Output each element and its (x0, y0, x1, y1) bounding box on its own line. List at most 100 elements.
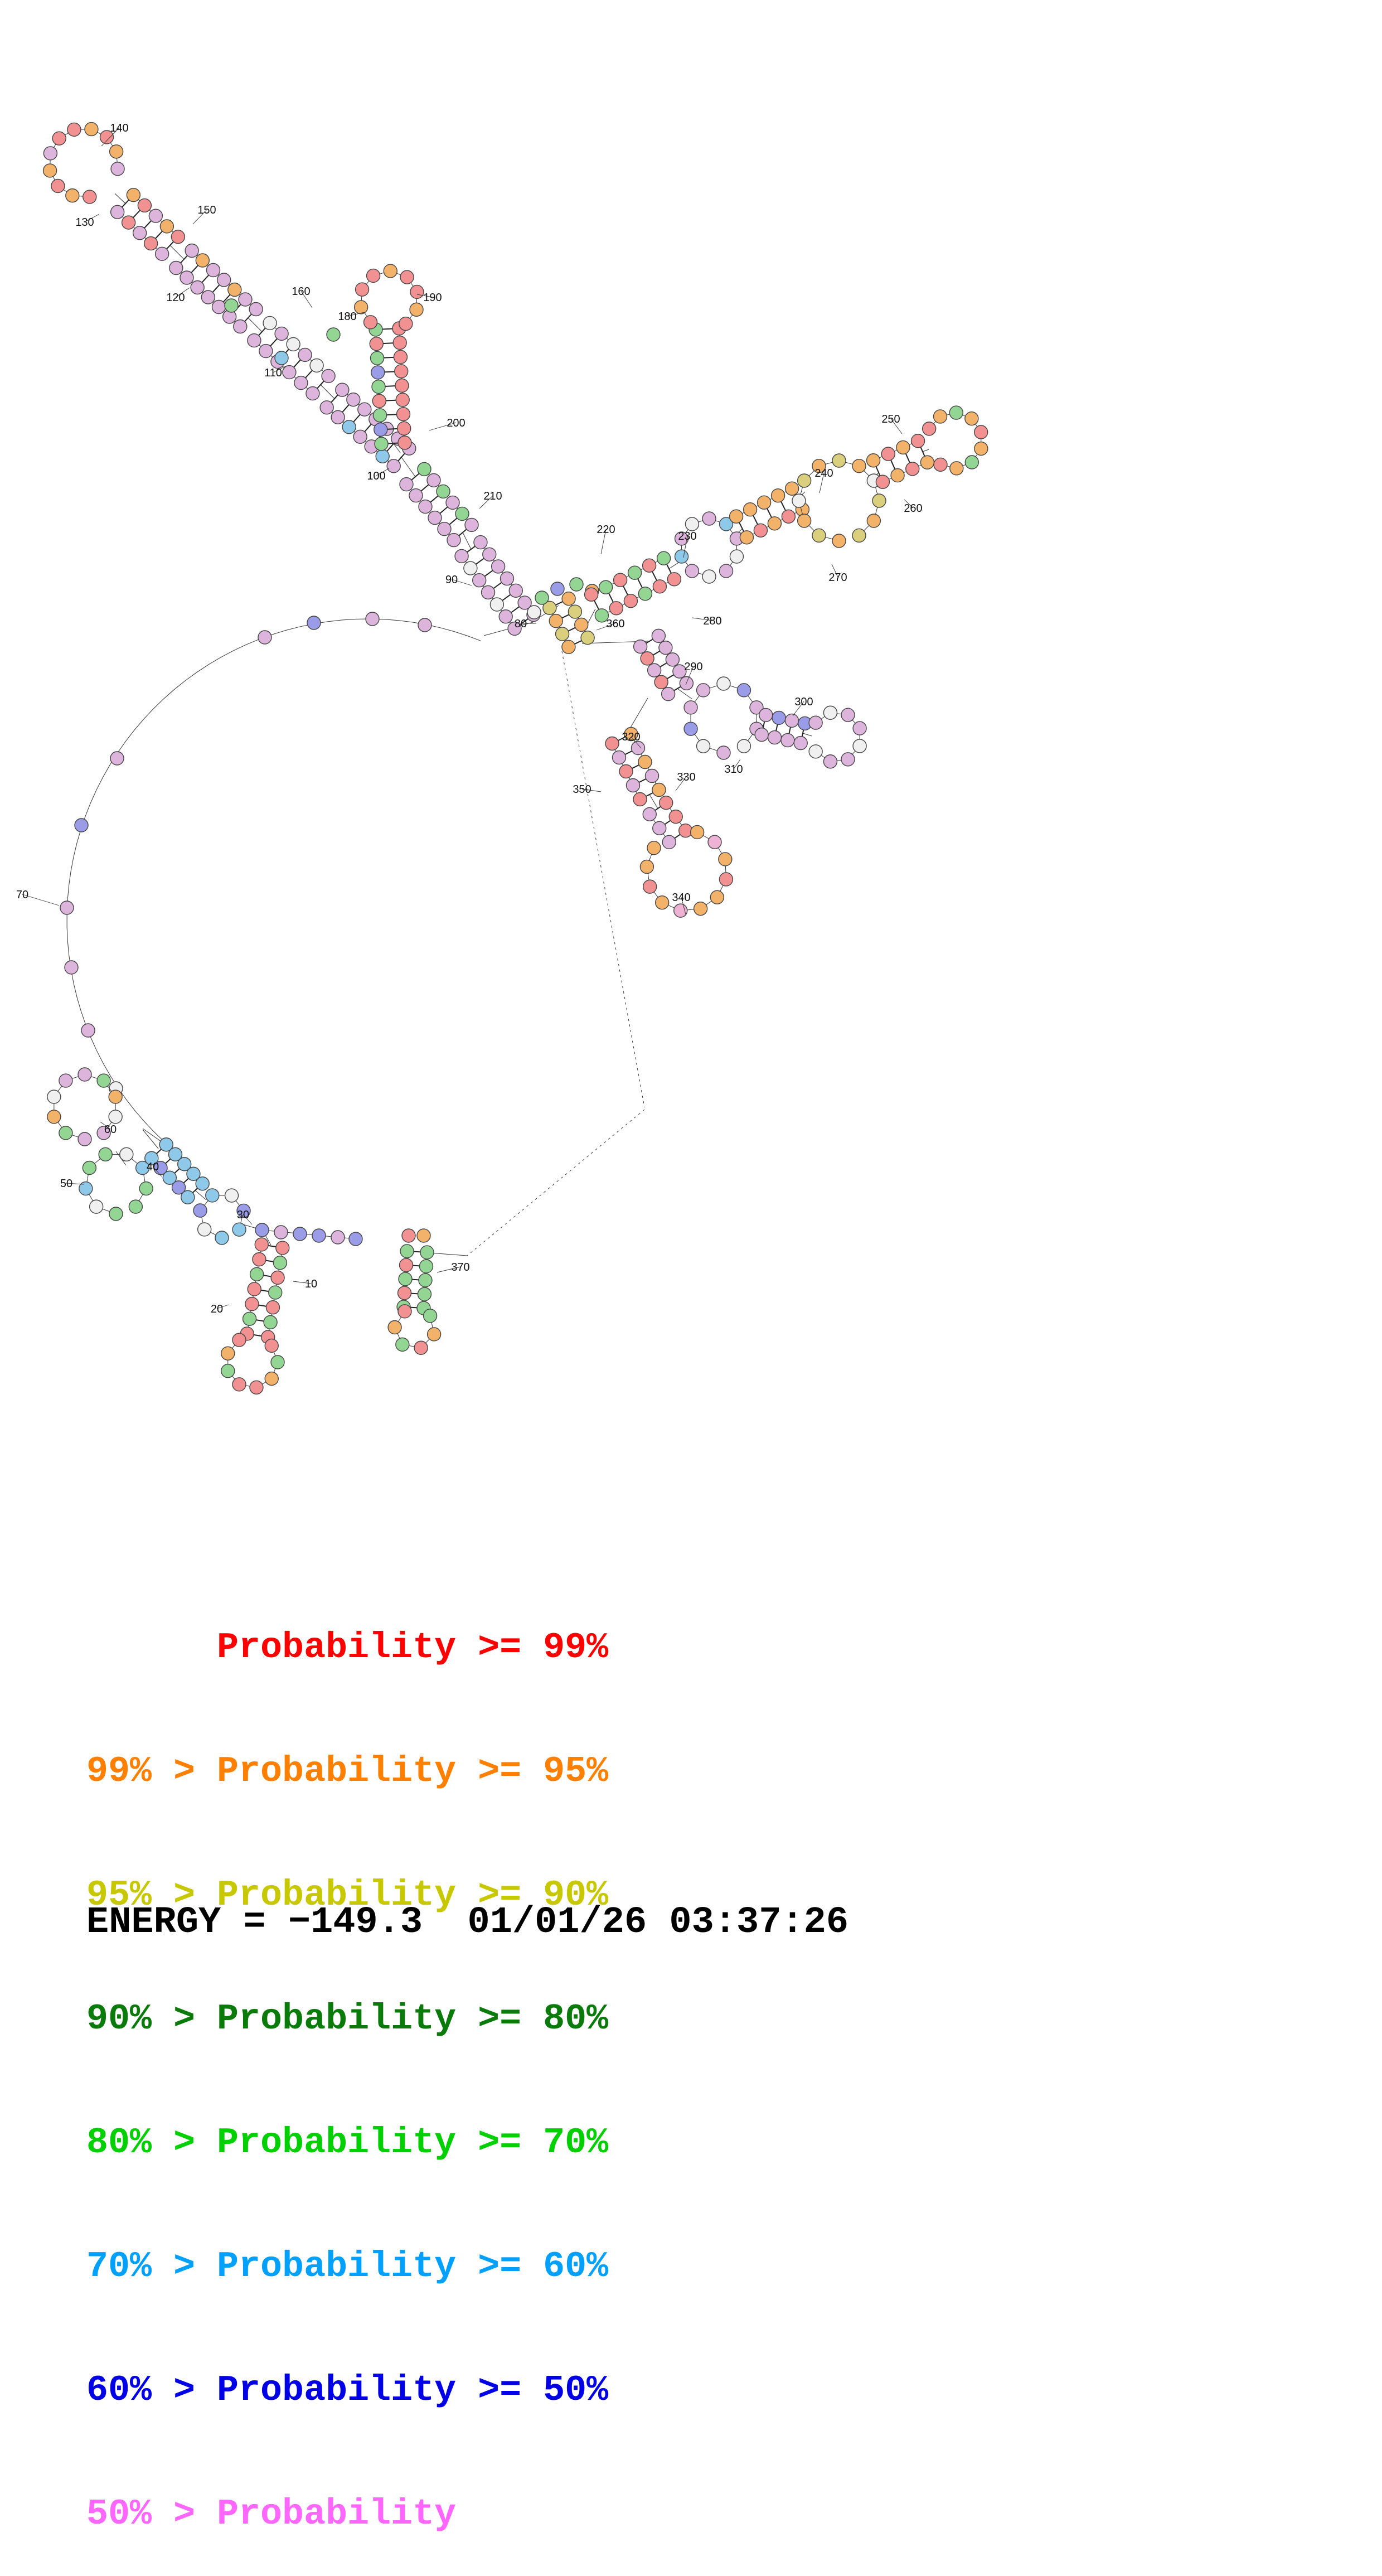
nucleotide-bead (631, 740, 646, 756)
nucleotide-bead (395, 393, 410, 407)
nucleotide-bead (247, 1282, 261, 1296)
nucleotide-bead (397, 421, 411, 436)
nucleotide-bead (370, 351, 385, 365)
backbone-connector (169, 245, 185, 260)
nucleotide-bead (193, 1203, 207, 1218)
nucleotide-bead (683, 722, 698, 736)
label-tick (685, 666, 694, 685)
nucleotide-bead (792, 493, 806, 508)
residue-number-label: 140 (110, 122, 128, 134)
energy-readout: ENERGY = −149.3 01/01/26 03:37:26 (86, 1901, 849, 1944)
nucleotide-bead (180, 270, 194, 285)
label-tick (273, 365, 287, 373)
residue-number-label: 250 (881, 413, 900, 425)
nucleotide-bead (668, 809, 683, 824)
nucleotide-bead (77, 1132, 92, 1146)
nucleotide-bead (832, 534, 846, 548)
nucleotide-bead (719, 872, 734, 887)
nucleotide-bead (793, 735, 808, 750)
residue-number-label: 190 (423, 292, 442, 304)
label-tick (451, 579, 472, 586)
label-tick (416, 294, 433, 298)
nucleotide-bead (455, 506, 469, 521)
nucleotide-bead (584, 587, 599, 602)
nucleotide-bead (247, 333, 261, 348)
nucleotide-bead (293, 1227, 307, 1241)
nucleotide-bead (574, 617, 589, 632)
nucleotide-bead (168, 1147, 183, 1161)
nucleotide-bead (245, 1296, 259, 1311)
nucleotide-bead (185, 243, 199, 258)
label-tick (692, 617, 713, 621)
nucleotide-bead (47, 1090, 61, 1104)
nucleotide-bead (696, 739, 711, 753)
nucleotide-bead (716, 676, 731, 691)
residue-number-label: 320 (622, 731, 640, 743)
nucleotide-bead (331, 1230, 345, 1245)
residue-number-label: 340 (672, 892, 690, 904)
residue-number-label: 300 (794, 696, 813, 708)
nucleotide-bead (808, 744, 823, 759)
backbone-connector (320, 384, 335, 399)
nucleotide-bead (171, 229, 186, 244)
nucleotide-bead (685, 517, 700, 531)
nucleotide-bead (306, 386, 320, 401)
nucleotide-bead (98, 1147, 113, 1162)
nucleotide-bead (667, 572, 682, 587)
label-tick (890, 418, 903, 434)
residue-number-label: 40 (147, 1161, 159, 1173)
nucleotide-bead (126, 187, 141, 202)
nucleotide-bead (436, 484, 450, 499)
nucleotide-bead (428, 510, 442, 525)
nucleotide-bead (674, 531, 689, 546)
legend-line-90: 95% > Probability >= 90% (86, 1875, 609, 1916)
nucleotide-bead (110, 205, 125, 220)
nucleotide-bead (702, 569, 716, 584)
nucleotide-bead (59, 1073, 73, 1088)
nucleotide-bead (841, 708, 855, 722)
nucleotide-bead (426, 1327, 442, 1342)
nucleotide-bead (866, 514, 881, 528)
residue-number-label: 210 (483, 490, 502, 502)
nucleotide-bead (933, 457, 948, 472)
nucleotide-bead (481, 585, 496, 600)
nucleotide-bead (232, 1333, 246, 1347)
backbone-connector (561, 651, 645, 1108)
backbone-connector (195, 1190, 207, 1200)
nucleotide-bead (394, 364, 409, 379)
nucleotide-bead (294, 375, 308, 390)
nucleotide-bead (659, 795, 673, 810)
nucleotide-bead (387, 1320, 402, 1335)
nucleotide-bead (65, 188, 80, 203)
nucleotide-bead (224, 1188, 239, 1203)
nucleotide-bead (454, 549, 469, 564)
nucleotide-bead (410, 284, 424, 299)
nucleotide-bead (190, 280, 205, 295)
nucleotide-bead (445, 495, 460, 510)
nucleotide-bead (652, 579, 667, 594)
nucleotide-bead (205, 1188, 220, 1203)
label-tick (831, 564, 838, 578)
rna-structure-diagram: 140 130 150 120 110 160 180 190 200 100 210 90 80 220… (16, 122, 988, 1395)
nucleotide-bead (211, 299, 226, 314)
nucleotide-bead (397, 1286, 412, 1300)
nucleotide-bead (59, 1126, 73, 1140)
nucleotide-bead (252, 1252, 266, 1267)
nucleotide-bead (159, 1137, 173, 1152)
label-tick (683, 535, 688, 558)
nucleotide-bead (268, 1285, 283, 1300)
nucleotide-bead (678, 823, 693, 838)
label-tick (300, 290, 313, 308)
nucleotide-bead (716, 745, 731, 760)
legend-line-80: 90% > Probability >= 80% (86, 1998, 609, 2040)
backbone-connector (394, 444, 401, 453)
nucleotide-bead (647, 663, 662, 677)
nucleotide-bead (342, 420, 356, 434)
nucleotide-bead (964, 455, 979, 469)
nucleotide-bead (64, 960, 79, 975)
label-tick (192, 209, 207, 225)
nucleotide-bead (633, 639, 648, 654)
nucleotide-bead (905, 462, 920, 476)
nucleotide-bead (823, 705, 838, 720)
nucleotide-bead (346, 392, 361, 407)
